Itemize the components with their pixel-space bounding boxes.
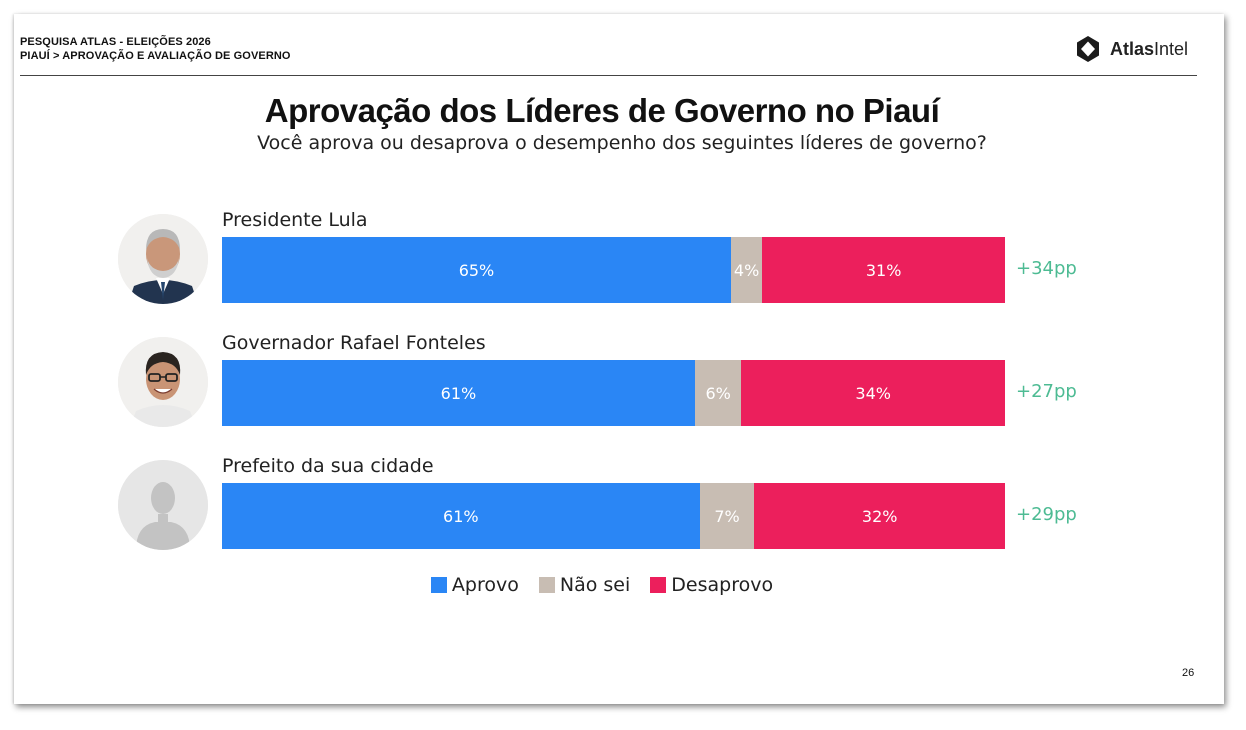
bar-segment: 32% <box>754 483 1005 549</box>
legend-label: Não sei <box>559 574 631 596</box>
legend-label: Aprovo <box>451 574 519 596</box>
chart-title: Aprovação dos Líderes de Governo no Piau… <box>264 92 940 129</box>
chart-subtitle: Você aprova ou desaprova o desempenho do… <box>257 132 987 154</box>
atlasintel-logo: AtlasIntel <box>1074 34 1188 64</box>
person-photo-icon <box>118 214 208 304</box>
row-label: Prefeito da sua cidade <box>222 455 434 477</box>
page-number: 26 <box>1182 667 1195 679</box>
data-label: 34% <box>855 383 891 403</box>
atlasintel-logo-icon <box>1077 36 1099 62</box>
bar-segment: 61% <box>222 483 700 549</box>
slide: PESQUISA ATLAS - ELEIÇÕES 2026 PIAUÍ > A… <box>14 14 1224 704</box>
bar-segment: 61% <box>222 360 695 426</box>
bar-segment: 34% <box>741 360 1005 426</box>
logo-text: AtlasIntel <box>1110 38 1189 59</box>
header-survey-title: PESQUISA ATLAS - ELEIÇÕES 2026 <box>20 36 211 48</box>
bar-segment: 4% <box>730 237 763 303</box>
bar-row: 65% 4% 31% <box>222 237 1005 303</box>
legend-swatch <box>650 577 667 593</box>
legend-swatch <box>538 577 555 593</box>
net-margin-label: +29pp <box>1016 504 1077 525</box>
bar-segment: 31% <box>762 237 1005 303</box>
data-label: 32% <box>861 506 898 526</box>
legend-swatch <box>430 577 447 593</box>
avatar-presidente-lula <box>118 214 208 304</box>
data-label: 31% <box>865 260 902 280</box>
legend-item-desaprovo: Desaprovo <box>650 574 773 596</box>
data-label: 7% <box>714 506 740 526</box>
legend: Aprovo Não sei Desaprovo <box>14 574 1190 596</box>
bar-row: 61% 7% 32% <box>222 483 1005 549</box>
data-label: 4% <box>733 260 760 280</box>
net-margin-label: +34pp <box>1016 258 1077 279</box>
placeholder-silhouette-icon <box>118 460 208 550</box>
net-margin-label: +27pp <box>1016 381 1077 402</box>
bar-segment: 7% <box>699 483 755 549</box>
avatar-prefeito <box>118 460 208 550</box>
legend-item-aprovo: Aprovo <box>430 574 519 596</box>
bar-row: 61% 6% 34% <box>222 360 1005 426</box>
header-breadcrumb: PIAUÍ > APROVAÇÃO E AVALIAÇÃO DE GOVERNO <box>20 50 291 62</box>
row-label: Presidente Lula <box>222 209 368 231</box>
data-label: 6% <box>705 383 731 403</box>
data-label: 61% <box>440 383 477 403</box>
bar-segment: 6% <box>694 360 742 426</box>
legend-item-nao-sei: Não sei <box>538 574 631 596</box>
legend-label: Desaprovo <box>671 574 774 596</box>
avatar-governador-rafael-fonteles <box>118 337 208 427</box>
bar-segment: 65% <box>222 237 731 303</box>
data-label: 65% <box>458 260 495 280</box>
data-label: 61% <box>443 506 479 526</box>
row-label: Governador Rafael Fonteles <box>222 332 486 354</box>
header-divider <box>20 75 1197 76</box>
person-photo-icon <box>118 337 208 427</box>
